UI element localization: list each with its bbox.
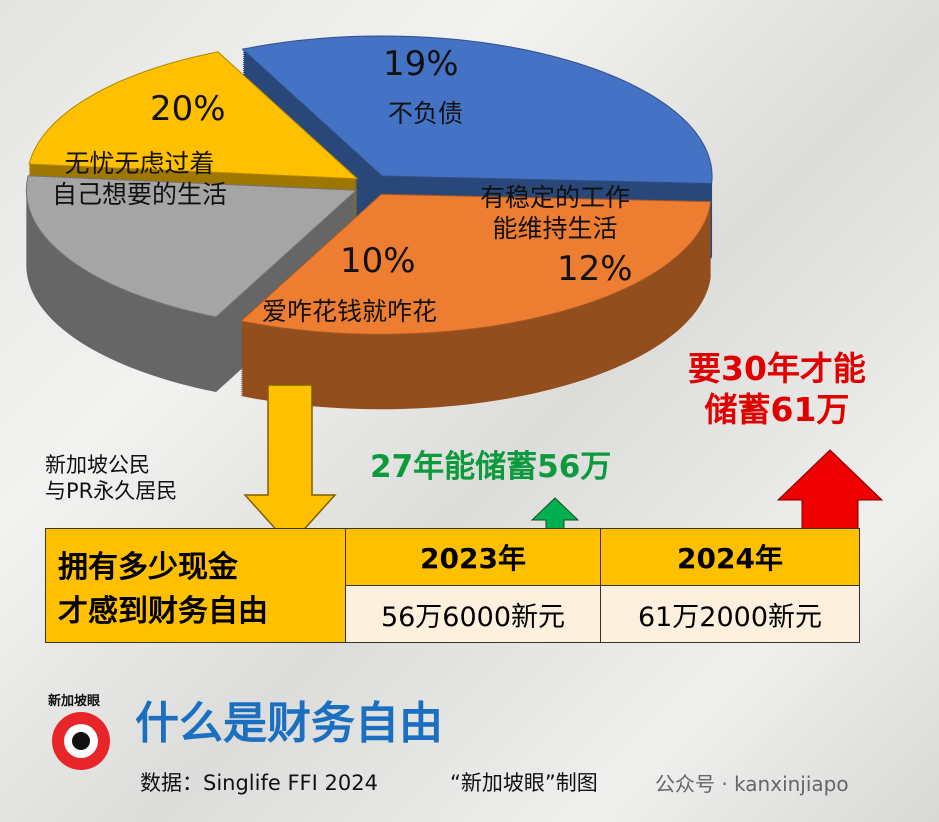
slice [241, 35, 713, 184]
credit: “新加坡眼”制图 [450, 771, 598, 795]
category-label: 无忧无虑过着 自己想要的生活 [52, 149, 228, 210]
watermark: 公众号 · kanxinjiapo [655, 772, 849, 796]
callout-green: 27年能储蓄56万 [370, 449, 612, 485]
down-arrow [243, 384, 337, 547]
table-header: 拥有多少现金 才感到财务自由 [45, 528, 346, 643]
category-label: 有稳定的工作 能维持生活 [480, 183, 631, 244]
source: 数据：Singlife FFI 2024 [140, 771, 378, 795]
slice [25, 175, 358, 318]
slice [239, 193, 712, 335]
callout-red: 要30年才能 储蓄61万 [688, 349, 866, 430]
category-label: 不负债 [388, 99, 464, 128]
value-label: 19% [383, 44, 459, 84]
value-label: 12% [557, 249, 633, 289]
value-label: 10% [340, 241, 416, 281]
value-label: 20% [150, 89, 226, 129]
note: 新加坡公民 与PR永久居民 [45, 453, 178, 504]
logo-icon [52, 712, 110, 770]
table-column: 2024年 [600, 528, 860, 586]
category-label: 爱咋花钱就咋花 [262, 297, 438, 326]
table-value: 61万2000新元 [600, 585, 860, 643]
table-column: 2023年 [345, 528, 601, 586]
table-value: 56万6000新元 [345, 585, 601, 643]
slice [28, 51, 359, 180]
logo-text: 新加坡眼 [48, 694, 101, 709]
title: 什么是财务自由 [135, 698, 443, 749]
